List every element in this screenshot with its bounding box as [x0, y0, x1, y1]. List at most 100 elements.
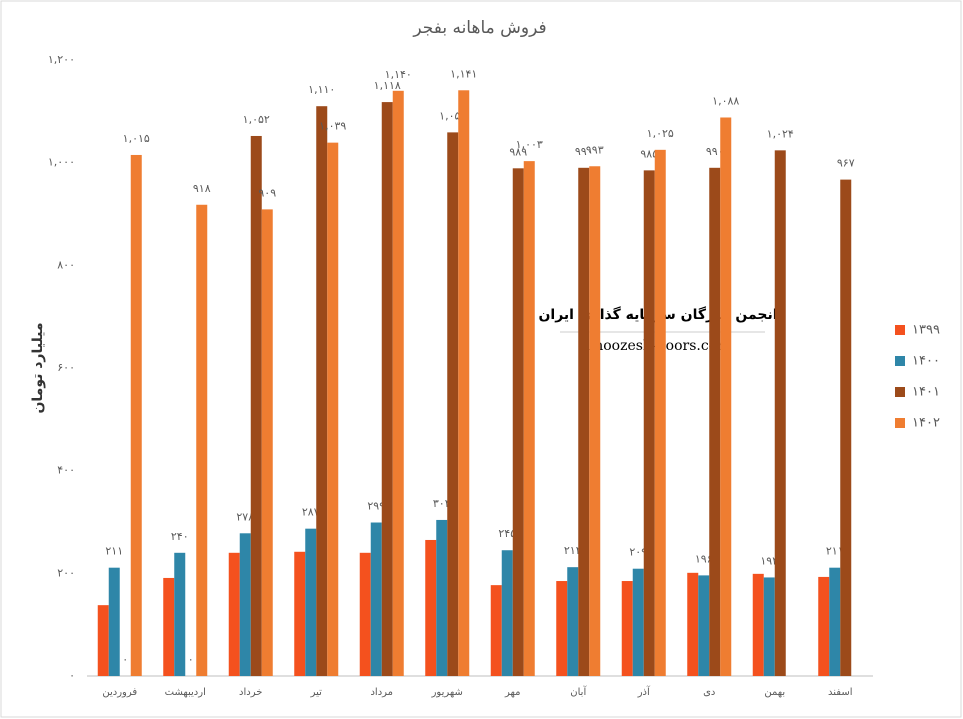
y-tick-label: ۸۰۰	[57, 258, 75, 271]
legend-label: ۱۴۰۰	[912, 354, 940, 369]
x-tick-label: آبان	[570, 685, 587, 698]
y-axis-title: میلیارد تومان	[30, 322, 46, 413]
bar	[840, 179, 852, 676]
data-label: ۱,۰۵۲	[243, 113, 270, 126]
y-tick-label: ۰	[69, 669, 75, 682]
bar	[643, 170, 655, 676]
data-label: ۲۱۱	[105, 545, 123, 558]
data-label: ۹۶۷	[837, 157, 855, 170]
bar	[381, 102, 393, 677]
bar	[621, 581, 633, 676]
data-label: ۲۹۹	[367, 500, 385, 513]
data-label: ۱,۰۸۸	[712, 94, 739, 107]
bar	[436, 519, 448, 676]
x-tick-label: آذر	[637, 685, 651, 698]
data-label: ۹۰۹	[258, 186, 276, 199]
bar	[239, 533, 251, 676]
bar	[818, 576, 830, 676]
legend-swatch	[895, 387, 905, 397]
bar	[720, 117, 732, 676]
bar	[829, 567, 841, 676]
data-label: ۱,۱۱۸	[374, 79, 401, 92]
data-label: ۹۸۹	[509, 145, 527, 158]
data-label: ۰	[122, 653, 128, 666]
x-tick-label: بهمن	[764, 687, 785, 698]
x-tick-label: خرداد	[239, 687, 262, 698]
x-tick-label: مرداد	[370, 687, 393, 698]
bar	[359, 552, 371, 676]
data-label: ۱,۰۲۵	[647, 127, 674, 140]
bar	[687, 572, 699, 676]
bar	[709, 167, 721, 677]
bar	[327, 142, 339, 676]
bar	[698, 575, 710, 676]
x-tick-label: دی	[703, 687, 715, 698]
bar	[556, 581, 568, 676]
y-tick-label: ۱,۲۰۰	[48, 53, 75, 66]
data-label: ۹۱۸	[193, 182, 211, 195]
data-label: ۱,۰۱۵	[123, 132, 150, 145]
data-label: ۲۱۲	[564, 544, 582, 557]
bar	[490, 585, 502, 676]
y-tick-label: ۲۰۰	[57, 566, 75, 579]
bar	[261, 209, 273, 676]
x-tick-label: تیر	[310, 687, 323, 698]
x-tick-label: اسفند	[828, 687, 852, 698]
bar	[228, 552, 240, 676]
x-tick-label: مهر	[504, 687, 520, 698]
bar	[108, 567, 120, 676]
x-tick-label: فروردین	[102, 687, 137, 698]
data-label: ۱,۱۴۱	[450, 67, 477, 80]
bar	[501, 550, 513, 676]
bar	[654, 149, 666, 677]
bar	[392, 90, 404, 677]
chart-title: فروش ماهانه بفجر	[412, 18, 546, 38]
bar	[370, 522, 382, 676]
bar	[763, 577, 775, 676]
bar	[458, 90, 470, 676]
data-label: ۹۸۵	[640, 147, 658, 160]
bar	[196, 204, 208, 676]
bar	[578, 167, 590, 677]
data-label: ۲۷۸	[236, 510, 254, 523]
legend-swatch	[895, 418, 905, 428]
legend-label: ۱۴۰۲	[912, 416, 940, 431]
bar	[752, 573, 764, 676]
legend-swatch	[895, 356, 905, 366]
data-label: ۹۹۳	[586, 143, 604, 156]
bar	[174, 552, 186, 676]
bar	[447, 132, 459, 676]
bar	[97, 605, 109, 676]
data-label: ۱۹۶	[695, 552, 713, 565]
data-label: ۹۹۰	[575, 145, 593, 158]
data-label: ۲۴۰	[171, 530, 189, 543]
y-tick-label: ۴۰۰	[57, 464, 75, 477]
bar	[305, 528, 317, 676]
data-label: ۱,۱۱۰	[308, 83, 335, 96]
data-label: ۳۰۴	[433, 497, 451, 510]
bar	[512, 168, 524, 676]
bar	[523, 161, 535, 677]
bar	[425, 539, 437, 676]
legend-swatch	[895, 325, 905, 335]
data-label: ۲۱۱	[826, 545, 844, 558]
y-tick-label: ۱,۰۰۰	[48, 156, 75, 169]
bar	[774, 150, 786, 676]
bar	[632, 568, 644, 676]
legend-label: ۱۴۰۱	[912, 385, 940, 400]
data-label: ۱,۰۰۳	[516, 138, 543, 151]
bar	[163, 577, 175, 676]
x-tick-label: اردیبهشت	[165, 687, 206, 698]
data-label: ۱,۰۳۹	[319, 120, 346, 133]
data-label: ۱۹۲	[760, 554, 778, 567]
data-label: ۱,۰۲۴	[767, 127, 794, 140]
bar	[294, 551, 306, 676]
data-label: ۲۰۹	[629, 546, 647, 559]
data-label: ۲۸۷	[302, 506, 320, 519]
y-tick-label: ۶۰۰	[57, 361, 75, 374]
legend-label: ۱۳۹۹	[912, 323, 940, 338]
data-label: ۱,۱۴۰	[385, 68, 412, 81]
data-label: ۲۴۵	[498, 527, 516, 540]
bar	[316, 106, 328, 676]
